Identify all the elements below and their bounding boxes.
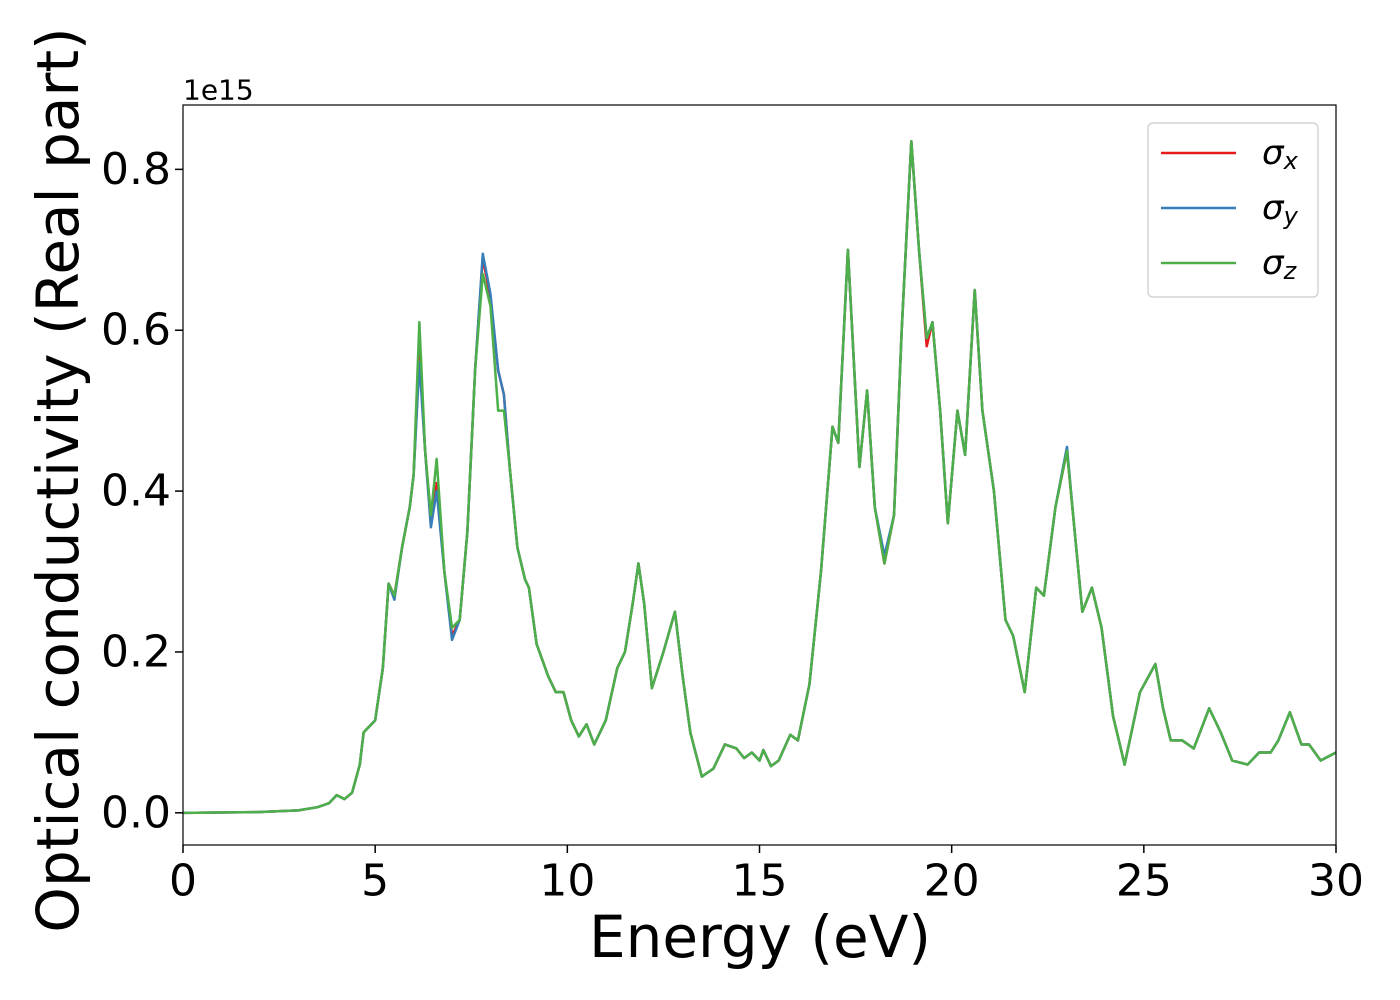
legend-label: σy: [1262, 188, 1299, 230]
y-tick-label: 0.8: [101, 144, 171, 195]
x-tick-label: 5: [361, 856, 389, 907]
y-axis-label: Optical conductivity (Real part): [24, 27, 92, 932]
y-tick-label: 0.4: [101, 466, 171, 517]
y-tick-label: 0.0: [101, 787, 171, 838]
x-tick-label: 0: [169, 856, 197, 907]
legend-box: [1147, 122, 1319, 298]
x-axis-label: Energy (eV): [589, 903, 931, 971]
plot-frame: [182, 104, 1337, 846]
x-tick-label: 10: [539, 856, 595, 907]
x-tick-label: 25: [1116, 856, 1172, 907]
x-tick-label: 30: [1308, 856, 1364, 907]
x-tick-label: 15: [732, 856, 788, 907]
series-line: [182, 139, 1337, 815]
legend-label: σz: [1262, 243, 1298, 285]
y-tick-label: 0.6: [101, 305, 171, 356]
legend-label: σx: [1262, 133, 1299, 175]
offset-text: 1e15: [183, 74, 254, 107]
x-tick-label: 20: [924, 856, 980, 907]
y-tick-label: 0.2: [101, 626, 171, 677]
